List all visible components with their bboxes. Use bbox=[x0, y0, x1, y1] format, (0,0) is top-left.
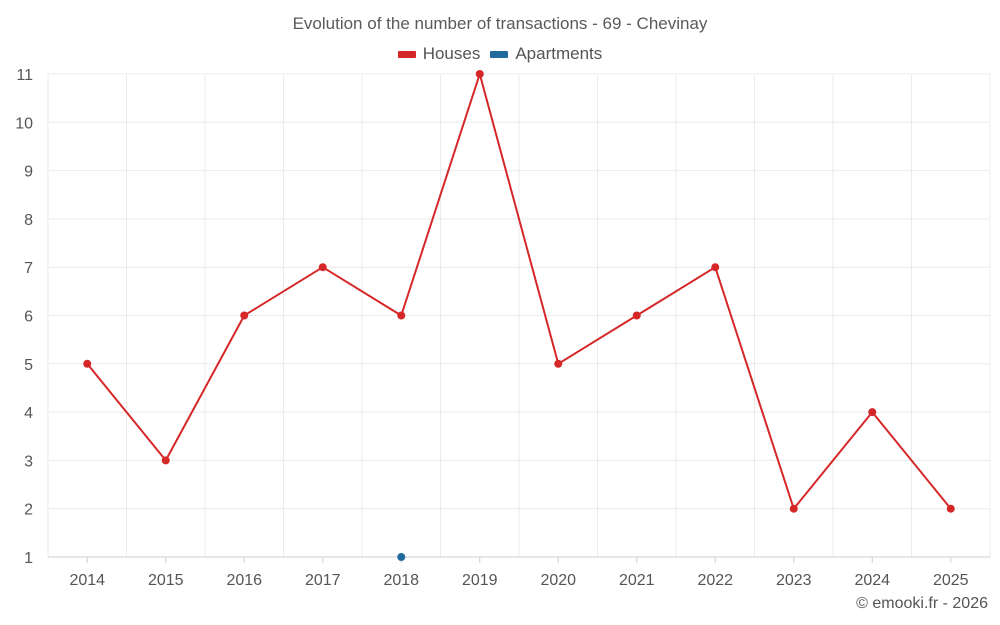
y-tick-label: 9 bbox=[24, 164, 33, 181]
y-tick-label: 8 bbox=[24, 212, 33, 229]
y-tick-label: 6 bbox=[24, 309, 33, 326]
data-point-houses-2018 bbox=[397, 311, 406, 320]
chart-legend: Houses Apartments bbox=[0, 44, 1000, 64]
x-tick-label: 2024 bbox=[854, 572, 890, 589]
y-tick-label: 11 bbox=[16, 67, 33, 84]
credit-text: © emooki.fr - 2026 bbox=[856, 595, 988, 612]
data-point-houses-2014 bbox=[83, 359, 92, 368]
data-point-houses-2016 bbox=[240, 311, 249, 320]
x-tick-label: 2023 bbox=[776, 572, 812, 589]
y-tick-label: 4 bbox=[24, 405, 33, 422]
legend-swatch-houses bbox=[397, 50, 416, 58]
y-tick-label: 2 bbox=[24, 502, 33, 519]
data-point-houses-2017 bbox=[318, 263, 327, 272]
data-point-houses-2023 bbox=[789, 504, 798, 513]
x-tick-label: 2025 bbox=[933, 572, 969, 589]
x-tick-label: 2017 bbox=[305, 572, 341, 589]
x-tick-label: 2020 bbox=[540, 572, 576, 589]
data-point-houses-2019 bbox=[475, 70, 484, 78]
legend-label-houses: Houses bbox=[422, 44, 481, 63]
y-tick-label: 7 bbox=[24, 260, 33, 277]
legend-item-apartments[interactable]: Apartments bbox=[490, 44, 602, 64]
data-point-apartments-2018 bbox=[397, 553, 406, 561]
data-point-houses-2022 bbox=[711, 263, 720, 272]
legend-item-houses[interactable]: Houses bbox=[397, 44, 481, 64]
y-tick-label: 10 bbox=[15, 115, 33, 132]
data-point-houses-2015 bbox=[161, 456, 170, 465]
x-tick-label: 2015 bbox=[148, 572, 184, 589]
data-point-houses-2020 bbox=[554, 359, 563, 368]
x-tick-label: 2019 bbox=[462, 572, 498, 589]
data-point-houses-2021 bbox=[632, 311, 641, 320]
y-tick-label: 5 bbox=[24, 357, 33, 374]
x-tick-label: 2022 bbox=[697, 572, 733, 589]
series-line-houses bbox=[86, 73, 952, 510]
y-tick-label: 3 bbox=[24, 453, 33, 470]
data-point-houses-2025 bbox=[946, 504, 955, 513]
data-point-houses-2024 bbox=[868, 408, 877, 417]
x-tick-label: 2018 bbox=[383, 572, 419, 589]
x-tick-label: 2016 bbox=[226, 572, 262, 589]
legend-label-apartments: Apartments bbox=[515, 44, 603, 63]
x-tick-label: 2014 bbox=[69, 572, 105, 589]
y-tick-label: 1 bbox=[24, 550, 33, 567]
chart-title: Evolution of the number of transactions … bbox=[292, 14, 708, 33]
x-tick-label: 2021 bbox=[619, 572, 655, 589]
legend-swatch-apartments bbox=[490, 50, 509, 58]
